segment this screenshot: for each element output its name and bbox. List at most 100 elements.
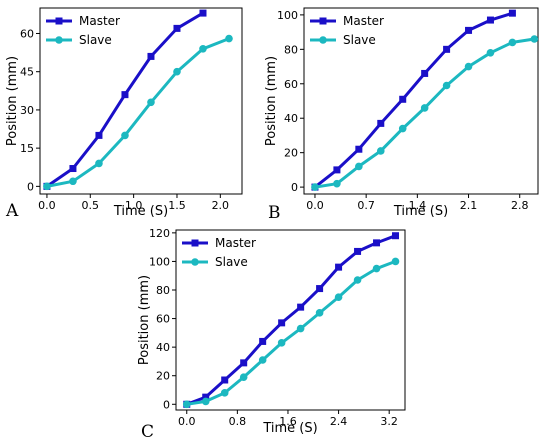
data-point-master-c — [221, 376, 229, 384]
x-axis-label-a: Time (S) — [113, 204, 168, 219]
data-point-slave-a — [95, 159, 103, 168]
y-tick-label-c: 60 — [156, 313, 170, 326]
data-point-master-c — [316, 285, 324, 293]
data-point-slave-b — [508, 38, 517, 47]
y-tick-label-c: 0 — [163, 398, 170, 411]
data-point-slave-c — [315, 309, 324, 317]
data-point-master-c — [392, 232, 400, 240]
legend-marker-slave-c — [191, 258, 199, 266]
plot-frame-a — [39, 7, 243, 195]
data-point-master-c — [354, 247, 362, 255]
x-tick-label-b: 2.8 — [511, 199, 529, 212]
data-point-master-c — [335, 263, 343, 271]
y-axis-label-c: Position (mm) — [137, 275, 152, 365]
data-point-slave-b — [486, 48, 495, 57]
y-tick-label-a: 60 — [20, 27, 34, 40]
data-point-slave-c — [258, 356, 267, 364]
panel-letter-c: C — [141, 422, 154, 442]
y-tick-label-a: 30 — [20, 104, 34, 117]
y-tick-label-b: 40 — [284, 112, 298, 125]
y-tick-label-c: 100 — [149, 255, 170, 268]
data-point-slave-a — [173, 67, 181, 76]
data-point-slave-a — [147, 98, 155, 107]
x-axis-label-b: Time (S) — [393, 204, 448, 219]
data-point-slave-c — [277, 339, 286, 347]
series-line-master-b — [314, 11, 513, 189]
x-tick-label-b: 0.0 — [306, 199, 324, 212]
y-axis-label-a: Position (mm) — [5, 56, 20, 146]
panel-letter-a: A — [5, 201, 19, 221]
x-tick-label-b: 2.1 — [460, 199, 478, 212]
y-tick-label-a: 15 — [20, 142, 34, 155]
data-point-slave-c — [391, 257, 400, 266]
x-tick-label-c: 3.2 — [380, 415, 398, 428]
panel-letter-b: B — [268, 203, 281, 223]
data-point-master-a — [147, 52, 155, 60]
y-tick-label-a: 0 — [27, 180, 34, 193]
data-point-master-b — [465, 26, 473, 34]
legend-label-slave-a: Slave — [79, 33, 112, 47]
y-tick-label-c: 80 — [156, 284, 170, 297]
x-tick-label-c: 2.4 — [330, 415, 348, 428]
legend-label-master-a: Master — [79, 14, 120, 28]
legend-label-slave-c: Slave — [215, 255, 248, 269]
legend-marker-master-a — [55, 17, 63, 25]
y-tick-label-b: 20 — [284, 147, 298, 160]
panel-a: 0.0 0.5 1.0 1.5 2.0 0 15 30 45 60 Time (S) Position… — [5, 7, 243, 219]
panel-c: 0.0 0.8 1.6 2.4 3.2 0 20 40 60 80 100 120 Time (S) Po… — [137, 227, 406, 436]
x-tick-label-a: 0.5 — [82, 199, 100, 212]
y-tick-label-c: 40 — [156, 341, 170, 354]
series-line-slave-a — [46, 37, 230, 188]
legend-label-slave-b: Slave — [343, 33, 376, 47]
y-tick-label-b: 0 — [291, 181, 298, 194]
data-point-slave-b — [333, 179, 341, 188]
panel-b: 0.0 0.7 1.4 2.1 2.8 0 20 40 60 80 100 Time (S) Posit… — [264, 7, 539, 219]
data-point-slave-c — [220, 389, 229, 397]
data-point-master-b — [486, 16, 494, 24]
data-point-master-a — [199, 9, 207, 17]
data-point-master-b — [421, 69, 429, 77]
data-point-master-b — [508, 9, 516, 17]
data-point-slave-b — [311, 183, 319, 191]
x-tick-label-a: 0.0 — [38, 199, 56, 212]
data-point-slave-c — [239, 373, 248, 381]
legend-marker-master-c — [191, 239, 199, 247]
data-point-slave-b — [398, 124, 407, 133]
data-point-slave-b — [464, 62, 473, 71]
data-point-master-b — [399, 95, 407, 103]
x-tick-label-a: 2.0 — [212, 199, 230, 212]
x-tick-label-c: 0.0 — [178, 415, 196, 428]
data-point-slave-c — [296, 324, 305, 333]
data-point-slave-c — [182, 400, 191, 409]
legend-label-master-c: Master — [215, 236, 256, 250]
y-tick-label-c: 120 — [149, 227, 170, 240]
plot-frame-b — [303, 7, 539, 195]
data-point-slave-a — [69, 177, 77, 186]
y-axis-label-b: Position (mm) — [264, 56, 279, 146]
y-tick-label-b: 100 — [277, 9, 298, 22]
y-tick-label-b: 60 — [284, 78, 298, 91]
y-tick-label-b: 80 — [284, 43, 298, 56]
data-point-slave-c — [334, 293, 343, 301]
data-point-slave-b — [420, 104, 429, 112]
legend-marker-master-b — [319, 17, 327, 25]
data-point-slave-c — [201, 397, 210, 406]
data-point-slave-b — [530, 35, 539, 43]
data-point-master-c — [240, 359, 248, 367]
series-line-slave-b — [314, 37, 535, 189]
data-point-slave-a — [199, 44, 207, 53]
data-point-master-a — [69, 165, 77, 173]
legend-label-master-b: Master — [343, 14, 384, 28]
series-line-slave-c — [186, 259, 397, 406]
data-point-master-c — [297, 303, 305, 311]
x-tick-label-c: 0.8 — [229, 415, 247, 428]
data-point-master-b — [333, 166, 341, 174]
y-tick-label-c: 20 — [156, 370, 170, 383]
data-point-master-c — [259, 337, 267, 345]
x-tick-label-a: 1.5 — [168, 199, 186, 212]
data-point-slave-c — [372, 264, 381, 273]
x-tick-label-c: 1.6 — [279, 415, 297, 428]
data-point-master-c — [278, 319, 286, 327]
data-point-slave-a — [43, 182, 51, 191]
